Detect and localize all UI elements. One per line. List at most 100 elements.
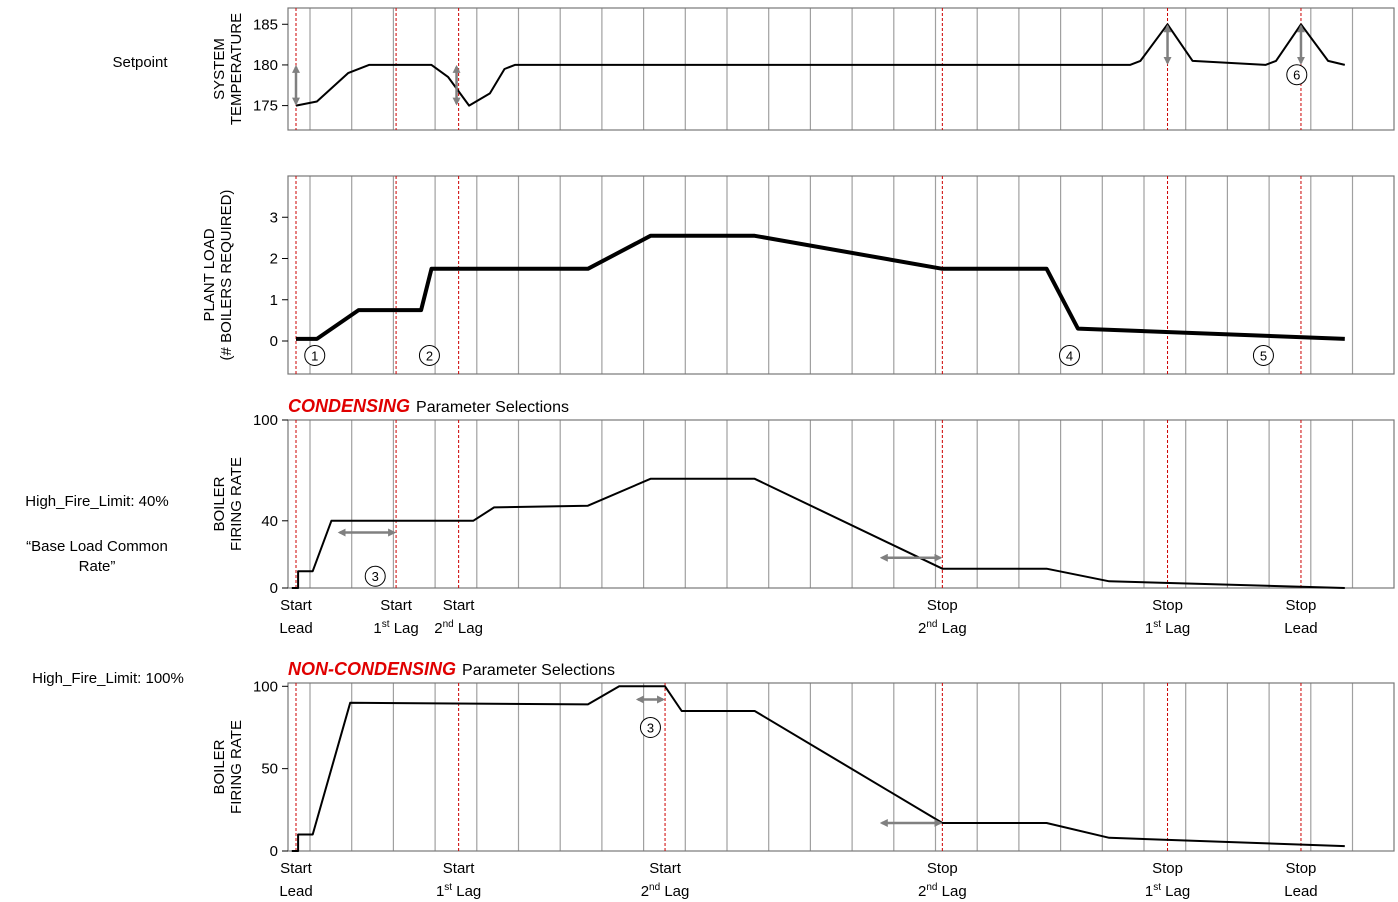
y-axis-label-line: BOILER — [211, 476, 228, 531]
step-marker — [364, 565, 386, 587]
plot-frame — [287, 419, 1395, 589]
event-label: 1st Lag — [1145, 619, 1190, 637]
event-label: Stop — [1152, 860, 1183, 877]
event-label: 2nd Lag — [918, 619, 967, 637]
chart-panel-3: 0 40 100 BOILERFIRING RATE 3 CONDENSING Parame… — [25, 396, 1395, 637]
event-label: 1st Lag — [373, 619, 418, 637]
step-marker — [1286, 64, 1308, 86]
y-axis-label-line: (# BOILERS REQUIRED) — [218, 190, 235, 361]
y-tick-label: 40 — [261, 513, 278, 530]
y-tick-label: 0 — [270, 333, 278, 350]
event-label-text: Lag — [660, 883, 689, 900]
y-axis-label: BOILERFIRING RATE — [211, 720, 245, 814]
plot-frame — [287, 682, 1395, 852]
y-tick-label: 175 — [253, 98, 278, 115]
event-label-suffix: st — [382, 619, 390, 630]
y-tick-label: 3 — [270, 209, 278, 226]
event-label-ordinal: 1 — [373, 620, 381, 637]
series-line — [291, 477, 1345, 589]
event-label: Start — [380, 597, 413, 614]
event-label: 2nd Lag — [918, 882, 967, 900]
event-label: Stop — [927, 860, 958, 877]
heading-emphasis: NON-CONDENSING — [288, 659, 456, 679]
event-label: Lead — [1284, 620, 1317, 637]
event-label: Start — [280, 597, 313, 614]
event-label-suffix: nd — [443, 619, 454, 630]
y-tick-label: 185 — [253, 16, 278, 33]
series-line — [291, 685, 1345, 852]
plot-frame — [287, 7, 1395, 131]
heading-text: Parameter Selections — [462, 662, 615, 679]
event-label-ordinal: 2 — [641, 883, 649, 900]
chart-panel-1: 175 180 185 SYSTEMTEMPERATURE 6 Setpoint — [112, 7, 1395, 131]
side-label: “Base Load Common — [26, 538, 168, 555]
y-axis-label-line: TEMPERATURE — [228, 13, 245, 125]
chart-panel-4: 0 50 100 BOILERFIRING RATE 3 NON-CONDENSING Pa… — [32, 659, 1395, 900]
event-label: Start — [443, 597, 476, 614]
event-label-ordinal: 1 — [1145, 620, 1153, 637]
event-label-suffix: nd — [926, 619, 937, 630]
y-tick-label: 0 — [270, 580, 278, 597]
step-marker-label: 3 — [647, 720, 654, 735]
step-marker-label: 5 — [1260, 348, 1267, 363]
event-label-ordinal: 1 — [436, 883, 444, 900]
y-tick-label: 100 — [253, 678, 278, 695]
y-tick-label: 1 — [270, 292, 278, 309]
event-label: Lead — [1284, 883, 1317, 900]
side-label: Setpoint — [112, 54, 168, 71]
y-axis-label: SYSTEMTEMPERATURE — [211, 13, 245, 125]
y-axis-label: BOILERFIRING RATE — [211, 457, 245, 551]
event-label-suffix: st — [1153, 882, 1161, 893]
event-label: 2nd Lag — [434, 619, 483, 637]
event-label-ordinal: 1 — [1145, 883, 1153, 900]
step-marker — [304, 344, 326, 366]
y-tick-label: 100 — [253, 412, 278, 429]
step-marker-label: 4 — [1066, 348, 1073, 363]
step-marker — [639, 716, 661, 738]
y-axis-label-line: PLANT LOAD — [201, 228, 218, 321]
event-label: Lead — [279, 883, 312, 900]
event-label-text: Lag — [452, 883, 481, 900]
event-label-text: Lag — [1161, 620, 1190, 637]
panel-heading: CONDENSING Parameter Selections — [288, 396, 569, 416]
step-marker-label: 3 — [372, 569, 379, 584]
panel-heading: NON-CONDENSING Parameter Selections — [288, 659, 615, 679]
y-tick-label: 180 — [253, 57, 278, 74]
y-tick-label: 0 — [270, 843, 278, 860]
event-label: Stop — [927, 597, 958, 614]
event-label-suffix: st — [444, 882, 452, 893]
event-label-text: Lag — [390, 620, 419, 637]
event-label-suffix: nd — [649, 882, 660, 893]
y-axis-label-line: FIRING RATE — [228, 457, 245, 551]
side-label: Rate” — [79, 558, 116, 575]
heading-emphasis: CONDENSING — [288, 396, 410, 416]
y-axis-label: PLANT LOAD(# BOILERS REQUIRED) — [201, 190, 235, 361]
event-label: 2nd Lag — [641, 882, 690, 900]
event-label: Lead — [279, 620, 312, 637]
series-line — [296, 233, 1345, 341]
side-label: High_Fire_Limit: 40% — [25, 493, 168, 510]
step-marker — [418, 344, 440, 366]
step-marker-label: 1 — [311, 348, 318, 363]
step-marker-label: 2 — [426, 348, 433, 363]
event-label-text: Lag — [937, 620, 966, 637]
event-label-text: Lag — [454, 620, 483, 637]
event-label: Start — [443, 860, 476, 877]
event-label-text: Lag — [1161, 883, 1190, 900]
event-label-text: Lag — [937, 883, 966, 900]
event-label: 1st Lag — [1145, 882, 1190, 900]
event-label: 1st Lag — [436, 882, 481, 900]
event-label: Stop — [1286, 597, 1317, 614]
chart-panel-2: 0 1 2 3 PLANT LOAD(# BOILERS REQUIRED) 1 2 4 5 — [201, 175, 1395, 375]
y-axis-label-line: BOILER — [211, 739, 228, 794]
event-label: Start — [649, 860, 682, 877]
event-label: Stop — [1152, 597, 1183, 614]
plot-frame — [287, 175, 1395, 375]
step-marker — [1252, 344, 1274, 366]
y-tick-label: 2 — [270, 251, 278, 268]
event-label-ordinal: 2 — [434, 620, 442, 637]
step-marker-label: 6 — [1293, 68, 1300, 83]
y-tick-label: 50 — [261, 761, 278, 778]
side-label: High_Fire_Limit: 100% — [32, 670, 184, 687]
